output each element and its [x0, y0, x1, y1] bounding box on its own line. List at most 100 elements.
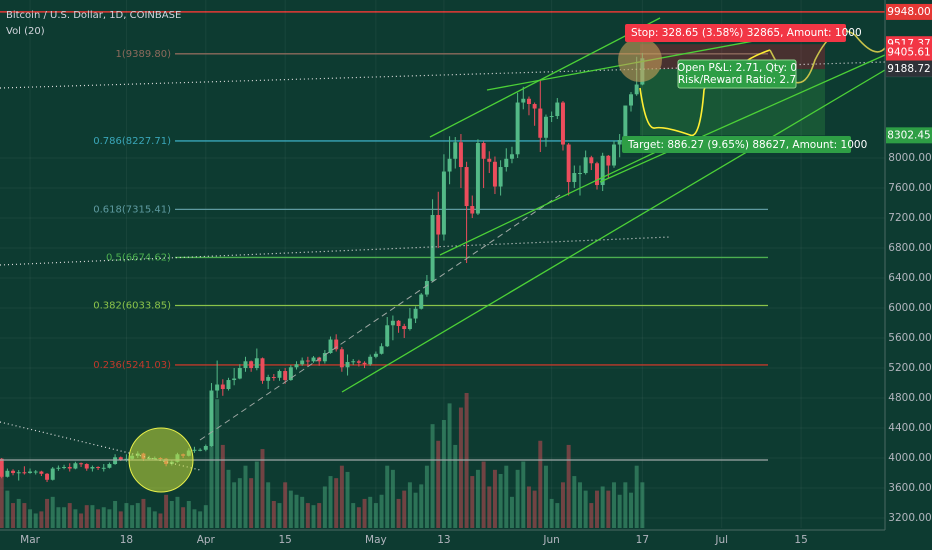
volume-bar: [526, 486, 531, 528]
volume-bar: [288, 490, 293, 528]
candle-body: [345, 362, 350, 368]
candle-body: [96, 467, 101, 469]
x-tick-label: 13: [437, 534, 450, 546]
volume-bar: [572, 476, 577, 528]
candle-body: [447, 158, 452, 172]
candle-body: [402, 326, 407, 330]
candle-body: [16, 472, 21, 474]
candle-body: [555, 102, 560, 117]
volume-label: Vol (20): [6, 26, 45, 37]
trendline: [439, 149, 661, 256]
candle-body: [515, 102, 520, 155]
candle-body: [237, 368, 242, 379]
candle-body: [220, 384, 225, 390]
candle-body: [5, 470, 10, 477]
volume-bar: [45, 498, 50, 528]
candle-body: [606, 155, 611, 166]
candle-body: [339, 349, 344, 368]
candle-body: [385, 325, 390, 347]
candle-body: [11, 470, 16, 474]
volume-bar: [130, 505, 135, 528]
price-label: 9188.72: [887, 63, 930, 75]
volume-bar: [254, 461, 259, 528]
candle-body: [543, 116, 548, 138]
volume-bar: [16, 498, 21, 528]
y-tick-label: 5200.00: [888, 362, 931, 374]
volume-bar: [475, 469, 480, 528]
candle-body: [538, 108, 543, 138]
volume-bar: [260, 449, 265, 528]
volume-bar: [249, 478, 254, 528]
candle-body: [56, 467, 61, 469]
volume-bar: [413, 492, 418, 528]
candle-body: [373, 353, 378, 357]
volume-bar: [521, 461, 526, 528]
fib-label: 0.618(7315.41): [93, 204, 171, 215]
pnl-text: Open P&L: 2.71, Qty: 0: [677, 62, 797, 74]
volume-bar: [458, 407, 463, 528]
price-label: 9405.61: [887, 47, 930, 59]
volume-bar: [560, 482, 565, 528]
candle-body: [192, 449, 197, 451]
candle-body: [67, 467, 72, 469]
volume-bar: [5, 490, 10, 528]
candle-body: [509, 154, 514, 159]
rr-text: Risk/Reward Ratio: 2.7: [678, 74, 796, 86]
volume-bar: [606, 490, 611, 528]
candle-body: [328, 339, 333, 354]
volume-bar: [147, 507, 152, 528]
candle-body: [464, 167, 469, 207]
candle-body: [634, 84, 639, 95]
volume-bar: [577, 482, 582, 528]
candle-body: [396, 320, 401, 327]
volume-bar: [198, 511, 203, 528]
candle-body: [549, 116, 554, 118]
candle-body: [311, 357, 316, 362]
volume-bar: [283, 482, 288, 528]
volume-bar: [294, 494, 299, 528]
candle-body: [532, 104, 537, 109]
price-label: 9948.00: [887, 6, 930, 18]
volume-bar: [158, 513, 163, 528]
candle-body: [481, 143, 486, 159]
y-tick-label: 4400.00: [888, 422, 931, 434]
volume-bar: [498, 474, 503, 528]
volume-bar: [515, 469, 520, 528]
volume-bar: [50, 496, 55, 528]
y-tick-label: 6400.00: [888, 272, 931, 284]
candle-body: [277, 371, 282, 378]
dotted-trendline: [0, 236, 671, 266]
candle-body: [283, 371, 288, 381]
volume-bar: [305, 503, 310, 528]
candle-body: [566, 144, 571, 183]
candle-body: [351, 361, 356, 363]
candle-body: [203, 446, 208, 450]
candle-body: [475, 143, 480, 214]
candle-body: [600, 155, 605, 186]
candle-body: [226, 380, 231, 390]
volume-bar: [402, 490, 407, 528]
volume-bar: [73, 509, 78, 528]
volume-bar: [322, 486, 327, 528]
y-tick-label: 5600.00: [888, 332, 931, 344]
candle-body: [487, 158, 492, 162]
candle-body: [22, 472, 27, 474]
x-tick-label: 15: [278, 534, 291, 546]
candle-body: [215, 384, 220, 391]
volume-bar: [79, 513, 84, 528]
volume-bar: [538, 440, 543, 528]
volume-bar: [243, 465, 248, 528]
volume: [0, 393, 645, 528]
volume-bar: [441, 420, 446, 528]
volume-bar: [487, 486, 492, 528]
volume-bar: [617, 494, 622, 528]
volume-bar: [118, 511, 123, 528]
y-tick-label: 6800.00: [888, 242, 931, 254]
candle-body: [492, 161, 497, 187]
target-text: Target: 886.27 (9.65%) 88627, Amount: 10…: [627, 139, 867, 151]
volume-bar: [492, 469, 497, 528]
candle-body: [589, 157, 594, 164]
target-box: [622, 136, 851, 153]
candle-body: [470, 206, 475, 214]
volume-bar: [96, 509, 101, 528]
